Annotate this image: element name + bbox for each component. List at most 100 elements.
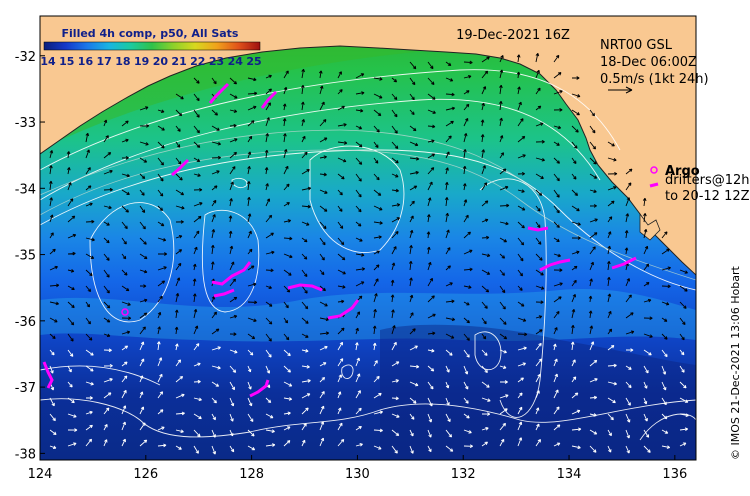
velocity-arrow — [463, 60, 473, 65]
velocity-arrow — [103, 423, 108, 431]
velocity-arrow — [607, 363, 617, 368]
velocity-arrow — [391, 262, 396, 271]
velocity-arrow — [103, 378, 113, 383]
velocity-arrow — [139, 375, 144, 383]
velocity-arrow — [265, 365, 271, 374]
velocity-arrow — [139, 221, 146, 230]
velocity-arrow — [481, 333, 487, 340]
velocity-arrow — [49, 150, 54, 159]
velocity-arrow — [409, 312, 414, 319]
velocity-scale-label: 0.5m/s (1kt 24h) — [600, 72, 709, 87]
velocity-arrow — [390, 294, 395, 303]
velocity-arrow — [229, 296, 238, 303]
velocity-arrow — [643, 228, 648, 239]
velocity-arrow — [192, 263, 197, 271]
velocity-arrow — [283, 397, 293, 401]
velocity-arrow — [85, 317, 91, 325]
velocity-arrow — [157, 252, 168, 256]
velocity-arrow — [139, 422, 146, 431]
velocity-arrow — [373, 77, 383, 81]
velocity-arrow — [229, 138, 238, 143]
velocity-arrow — [589, 378, 598, 383]
velocity-arrow — [517, 135, 526, 143]
velocity-arrow — [193, 202, 203, 207]
velocity-arrow — [229, 381, 235, 391]
velocity-arrow — [624, 230, 629, 239]
velocity-arrow — [589, 413, 597, 417]
velocity-arrow — [283, 301, 289, 309]
velocity-arrow — [427, 109, 436, 114]
velocity-arrow — [103, 333, 111, 338]
velocity-arrow — [445, 429, 452, 438]
velocity-arrow — [589, 429, 598, 435]
velocity-arrow — [607, 157, 617, 162]
velocity-arrow — [85, 438, 93, 447]
velocity-arrow — [301, 407, 309, 415]
velocity-arrow — [175, 343, 179, 351]
longitude-tick-label: 136 — [662, 467, 687, 482]
velocity-arrow — [553, 90, 563, 95]
velocity-arrow — [49, 365, 54, 374]
velocity-arrow — [535, 105, 542, 111]
velocity-arrow — [499, 317, 507, 325]
velocity-arrow — [247, 77, 257, 82]
velocity-arrow — [85, 167, 91, 175]
velocity-arrow — [283, 381, 293, 387]
velocity-arrow — [175, 359, 182, 367]
drifter-track — [249, 379, 270, 398]
velocity-arrow — [517, 317, 527, 322]
velocity-arrow — [607, 381, 618, 386]
velocity-arrow — [139, 124, 150, 128]
velocity-arrow — [265, 232, 274, 239]
velocity-arrow — [463, 397, 469, 404]
velocity-arrow — [301, 68, 305, 79]
velocity-arrow — [211, 141, 222, 146]
velocity-arrow — [355, 311, 361, 319]
velocity-arrow — [175, 376, 184, 383]
velocity-arrow — [553, 296, 562, 303]
velocity-arrow — [391, 341, 397, 351]
velocity-arrow — [607, 216, 613, 223]
velocity-arrow — [121, 330, 131, 335]
velocity-arrow — [139, 269, 148, 274]
velocity-arrow — [589, 261, 595, 271]
velocity-arrow — [175, 393, 185, 399]
velocity-arrow — [499, 237, 508, 243]
velocity-arrow — [571, 359, 576, 367]
velocity-arrow — [192, 293, 197, 303]
velocity-arrow — [463, 103, 470, 111]
velocity-arrow — [463, 199, 468, 207]
velocity-arrow — [517, 406, 523, 415]
velocity-arrow — [535, 237, 542, 245]
velocity-arrow — [318, 70, 323, 79]
velocity-arrow — [409, 328, 416, 335]
velocity-arrow — [607, 186, 617, 191]
longitude-tick-label: 130 — [345, 467, 370, 482]
velocity-arrow — [355, 327, 359, 335]
velocity-arrow — [247, 282, 257, 287]
velocity-arrow — [391, 325, 396, 335]
velocity-arrow — [85, 381, 94, 386]
velocity-arrow — [427, 214, 431, 223]
velocity-arrows — [48, 52, 689, 455]
velocity-arrow — [337, 358, 344, 367]
velocity-arrow — [373, 392, 382, 399]
velocity-arrow — [85, 269, 93, 277]
velocity-arrow — [625, 330, 635, 335]
velocity-arrow — [139, 391, 144, 399]
velocity-arrow — [85, 253, 95, 259]
velocity-arrow — [337, 422, 343, 431]
velocity-arrow — [517, 392, 523, 399]
velocity-arrow — [409, 294, 414, 303]
velocity-arrow — [301, 439, 306, 447]
velocity-arrow — [499, 422, 506, 431]
velocity-arrow — [211, 170, 220, 175]
velocity-arrow — [607, 397, 616, 404]
velocity-arrow — [247, 91, 258, 96]
velocity-arrow — [409, 244, 413, 255]
velocity-arrow — [211, 185, 218, 191]
velocity-arrow — [67, 413, 77, 418]
colorbar-tick-label: 18 — [115, 55, 130, 68]
velocity-arrow — [139, 253, 148, 260]
